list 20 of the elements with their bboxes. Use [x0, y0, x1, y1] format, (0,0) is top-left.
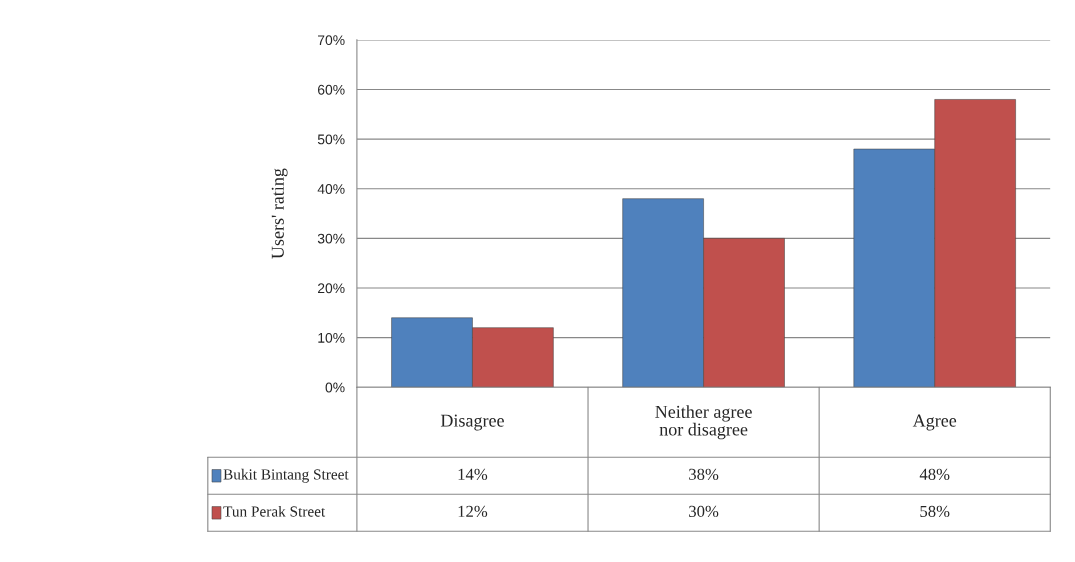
x-tick-label: Disagree: [440, 414, 504, 431]
y-tick-label: 10%: [318, 332, 345, 343]
y-tick-label: 40%: [317, 184, 345, 194]
data-label: 14%: [458, 468, 488, 481]
data-label: 38%: [689, 468, 719, 481]
data-label: 48%: [919, 468, 950, 481]
y-tick-label: 20%: [318, 283, 345, 294]
legend-label: Tun Perak Street: [223, 505, 326, 517]
y-tick-label: 70%: [318, 35, 345, 46]
y-tick-label: 60%: [318, 84, 345, 95]
y-tick-label: 50%: [317, 134, 345, 145]
y-tick-label: 0%: [325, 382, 345, 393]
x-tick-label: Neither agree nor disagree: [655, 405, 752, 440]
y-tick-label: 30%: [317, 233, 345, 244]
data-label: 58%: [920, 505, 950, 518]
data-label: 30%: [689, 505, 719, 518]
data-label: 12%: [458, 505, 488, 518]
y-axis-title: Users' rating: [271, 168, 288, 259]
legend-label: Bukit Bintang Street: [223, 468, 349, 483]
x-tick-label: Agree: [912, 414, 957, 431]
